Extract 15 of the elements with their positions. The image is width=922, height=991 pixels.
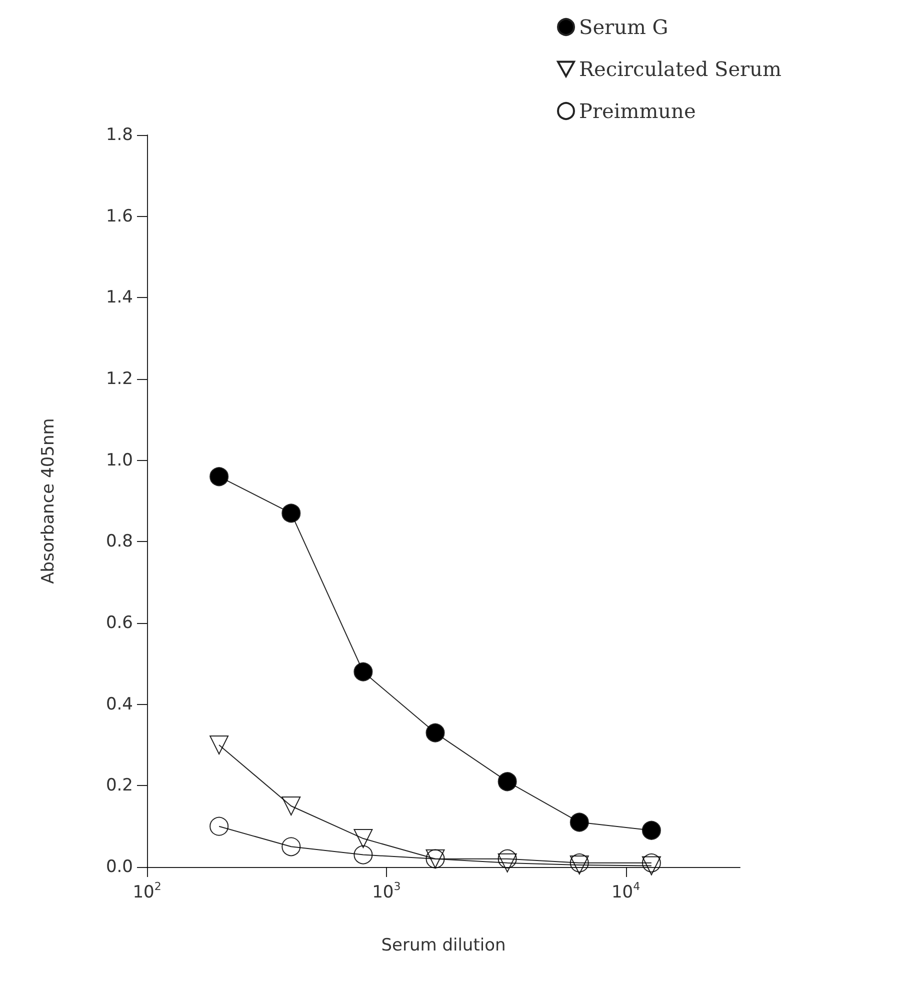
- y-tick-label: 1.8: [106, 125, 133, 145]
- y-axis-title: Absorbance 405nm: [38, 418, 58, 584]
- y-tick-label: 1.4: [106, 288, 133, 308]
- x-axis-title: Serum dilution: [381, 936, 506, 956]
- y-tick-label: 0.2: [106, 776, 133, 796]
- legend-label: Recirculated Serum: [579, 57, 782, 81]
- y-tick-label: 1.6: [106, 206, 133, 226]
- y-tick-label: 0.0: [106, 857, 133, 877]
- y-tick-label: 0.4: [106, 694, 133, 714]
- legend-label: Serum G: [579, 15, 668, 39]
- y-tick-label: 0.6: [106, 613, 133, 633]
- y-tick-label: 0.8: [106, 532, 133, 552]
- y-tick-label: 1.2: [106, 369, 133, 389]
- legend-label: Preimmune: [579, 99, 696, 123]
- y-tick-label: 1.0: [106, 450, 133, 470]
